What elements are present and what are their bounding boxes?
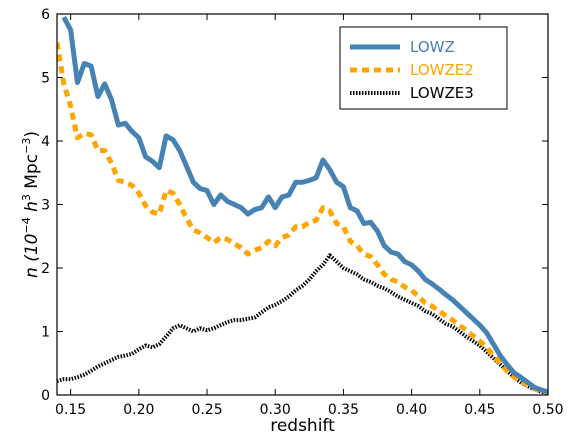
x-tick-label: 0.35 [328, 402, 359, 418]
series-line-lowz [61, 15, 548, 395]
y-tick-label: 4 [41, 134, 50, 150]
legend-label-lowze2: LOWZE2 [410, 61, 474, 79]
y-tick-label: 1 [41, 325, 50, 341]
legend-label-lowze3: LOWZE3 [410, 84, 474, 102]
x-tick-label: 0.45 [464, 402, 495, 418]
x-axis-label: redshift [270, 416, 335, 434]
y-axis-label: n (10−4 h3 Mpc−3) [20, 131, 42, 278]
axis-ticks: 0.15 0.20 0.25 0.30 0.35 0.40 0.45 0.50 0 1 2 3 4 5 6 [41, 7, 564, 418]
x-tick-label: 0.50 [532, 402, 563, 418]
x-tick-label: 0.25 [191, 402, 222, 418]
x-tick-label: 0.30 [260, 402, 291, 418]
y-tick-label: 6 [41, 7, 50, 23]
y-tick-label: 0 [41, 388, 50, 404]
series-line-lowze2 [57, 42, 548, 395]
y-tick-label: 3 [41, 198, 50, 214]
x-tick-label: 0.15 [55, 402, 86, 418]
series-lines [57, 15, 548, 395]
y-tick-label: 2 [41, 261, 50, 277]
x-tick-label: 0.40 [396, 402, 427, 418]
legend: LOWZ LOWZE2 LOWZE3 [339, 26, 508, 110]
series-line-lowze3 [57, 253, 548, 395]
x-tick-label: 0.20 [123, 402, 154, 418]
legend-label-lowz: LOWZ [410, 38, 455, 56]
y-tick-label: 5 [41, 71, 50, 87]
